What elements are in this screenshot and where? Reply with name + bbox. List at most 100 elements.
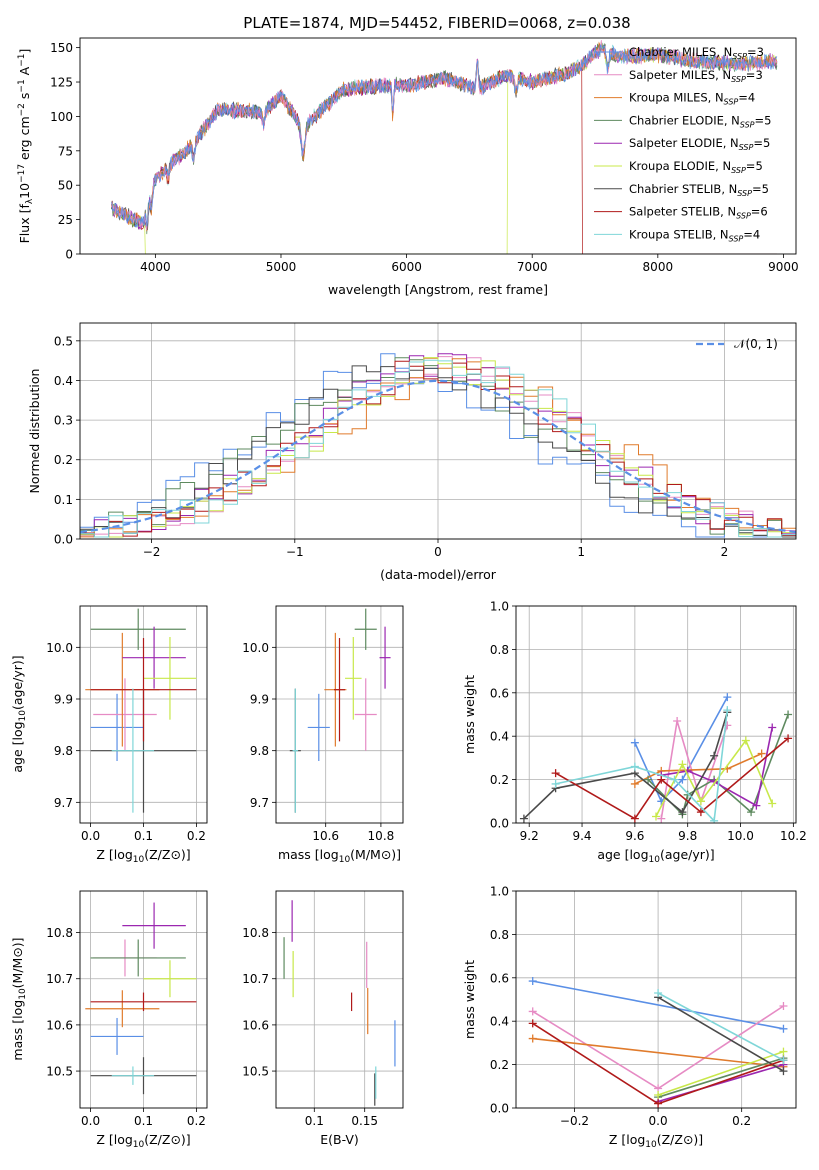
legend-label: Chabrier STELIB, N bbox=[629, 182, 737, 196]
weight-marker bbox=[779, 1056, 788, 1065]
y-label-subscript: 10 bbox=[18, 710, 28, 722]
legend-entry-chabrier-elodie: Chabrier ELODIE, NSSP=5 bbox=[629, 113, 771, 129]
legend-nssp: 4 bbox=[748, 91, 755, 105]
x-axis-label-text: (data-model)/error bbox=[380, 567, 497, 582]
panel-histogram: −2 −1 0 1 2 0.0 0.1 0.2 0.3 0.4 0.5 bbox=[54, 322, 797, 559]
weight-series-chabrier-elodie bbox=[644, 710, 793, 819]
legend-entry-kroupa-elodie: Kroupa ELODIE, NSSP=5 bbox=[629, 159, 763, 175]
x-tick-label: 10.2 bbox=[780, 829, 807, 843]
weight-marker bbox=[784, 734, 793, 743]
legend-sub: SSP bbox=[724, 98, 739, 107]
x-axis-label-text: Z [log bbox=[609, 1132, 645, 1147]
plot-area bbox=[519, 693, 793, 823]
x-axis-label-text: Z [log bbox=[96, 847, 132, 862]
y-tick-label: 1.0 bbox=[490, 885, 509, 899]
y-label-exp3: −1 bbox=[17, 79, 27, 92]
axes-frame: −0.2 0.0 0.2 0.0 0.2 0.4 0.6 0.8 1.0 bbox=[490, 885, 797, 1128]
x-label-subscript: 10 bbox=[649, 855, 661, 865]
y-tick-label: 0.0 bbox=[54, 533, 73, 547]
weight-marker bbox=[710, 816, 719, 823]
x-axis-label-text: Z [log bbox=[96, 1132, 132, 1147]
weight-line bbox=[657, 1063, 784, 1103]
x-tick-label: 0.1 bbox=[134, 1114, 153, 1128]
legend-sub: SSP bbox=[731, 75, 746, 84]
weight-marker bbox=[768, 799, 777, 808]
y-tick-label: 125 bbox=[50, 76, 73, 90]
x-tick-label: 10.8 bbox=[368, 829, 395, 843]
x-tick-label: 0.0 bbox=[81, 829, 100, 843]
y-label-close: ] bbox=[17, 49, 32, 54]
panel-mass-weight-vs-age: 9.2 9.4 9.6 9.8 10.0 10.2 0.0 0.2 0.4 0.6 0.8 1.0 bbox=[490, 600, 807, 844]
legend-label: Kroupa STELIB, N bbox=[629, 227, 729, 241]
x-tick-label: 4000 bbox=[140, 260, 171, 274]
plot-area bbox=[80, 353, 796, 538]
x-tick-label: 9.2 bbox=[520, 829, 539, 843]
legend-sub: SSP bbox=[729, 234, 744, 243]
weight-line bbox=[657, 996, 784, 1072]
x-tick-label: 0.1 bbox=[305, 1114, 324, 1128]
weight-line bbox=[657, 992, 784, 1062]
x-axis-label: Z [log10(Z/Z⊙)] bbox=[96, 847, 190, 865]
legend-label: Chabrier ELODIE, N bbox=[629, 113, 740, 127]
legend-entry-salpeter-stelib: Salpeter STELIB, NSSP=6 bbox=[629, 205, 768, 221]
weight-marker bbox=[784, 710, 793, 719]
weight-line bbox=[657, 1057, 784, 1098]
y-tick-label: 100 bbox=[50, 110, 73, 124]
weight-marker bbox=[528, 1019, 537, 1028]
x-label-rest: (Z/Z⊙)] bbox=[657, 1132, 703, 1147]
weight-marker bbox=[723, 721, 732, 730]
y-tick-label: 0.3 bbox=[54, 414, 73, 428]
y-axis-label: Normed distribution bbox=[27, 369, 42, 494]
y-tick-label: 0.1 bbox=[54, 493, 73, 507]
x-tick-label: −0.2 bbox=[560, 1114, 589, 1128]
y-tick-label: 75 bbox=[58, 144, 73, 158]
legend-label: Chabrier MILES, N bbox=[629, 45, 732, 59]
weight-marker bbox=[528, 1007, 537, 1016]
y-tick-label: 0.4 bbox=[490, 730, 509, 744]
spectrum-line-salpeter-stelib bbox=[111, 59, 777, 254]
weight-marker bbox=[670, 775, 679, 784]
weight-marker bbox=[779, 1024, 788, 1033]
y-tick-label: 10.8 bbox=[46, 926, 73, 940]
y-tick-label: 10.8 bbox=[242, 926, 269, 940]
y-tick-label: 0.6 bbox=[490, 686, 509, 700]
x-label-rest: (Z/Z⊙)] bbox=[144, 847, 190, 862]
errorbar-salpeter-stelib bbox=[333, 638, 346, 742]
legend-nssp: 6 bbox=[760, 205, 767, 219]
y-axis-label: age [log10(age/yr)] bbox=[10, 655, 28, 772]
panel-mass-vs-Z: 0.0 0.1 0.2 10.5 10.6 10.7 10.8 bbox=[46, 890, 208, 1128]
legend-nssp: 5 bbox=[763, 136, 770, 150]
y-axis-label: mass weight bbox=[462, 675, 477, 754]
y-label-rest: (M/M⊙)] bbox=[10, 937, 25, 988]
y-tick-label: 9.9 bbox=[250, 693, 269, 707]
y-label-A: A bbox=[17, 66, 32, 79]
panel-age-vs-mass: 10.6 10.8 9.7 9.8 9.9 10.0 bbox=[242, 605, 404, 843]
plot-area bbox=[528, 977, 788, 1108]
plot-area bbox=[85, 902, 197, 1095]
x-axis-label: mass [log10(M/M⊙)] bbox=[278, 847, 401, 865]
y-label-sub: λ bbox=[25, 198, 35, 204]
legend-eq: = bbox=[747, 45, 757, 59]
legend-label: Salpeter STELIB, N bbox=[629, 205, 736, 219]
x-tick-label: 5000 bbox=[266, 260, 297, 274]
x-tick-label: 0.2 bbox=[732, 1114, 751, 1128]
y-axis-label: Flux [fλ10−17 erg cm−2 s−1 A−1] bbox=[17, 49, 35, 244]
weight-marker bbox=[644, 775, 653, 784]
legend-sub: SSP bbox=[740, 120, 755, 129]
weight-marker bbox=[723, 706, 732, 715]
weight-marker bbox=[779, 1047, 788, 1056]
x-tick-label: 0.0 bbox=[649, 1114, 668, 1128]
x-tick-label: 0.15 bbox=[351, 1114, 378, 1128]
y-tick-label: 0.4 bbox=[490, 1015, 509, 1029]
x-axis-label-text: age [log bbox=[597, 847, 648, 862]
spectrum-line-chabrier-miles bbox=[111, 44, 778, 228]
x-tick-label: 9.8 bbox=[678, 829, 697, 843]
x-tick-label: 6000 bbox=[391, 260, 422, 274]
weight-line bbox=[634, 696, 729, 803]
legend-entry-kroupa-miles: Kroupa MILES, NSSP=4 bbox=[629, 91, 755, 107]
weight-marker bbox=[678, 760, 687, 769]
weight-series-kroupa-stelib bbox=[551, 706, 732, 823]
y-label-units: erg cm bbox=[17, 116, 32, 164]
gaussian-curve bbox=[80, 379, 796, 534]
